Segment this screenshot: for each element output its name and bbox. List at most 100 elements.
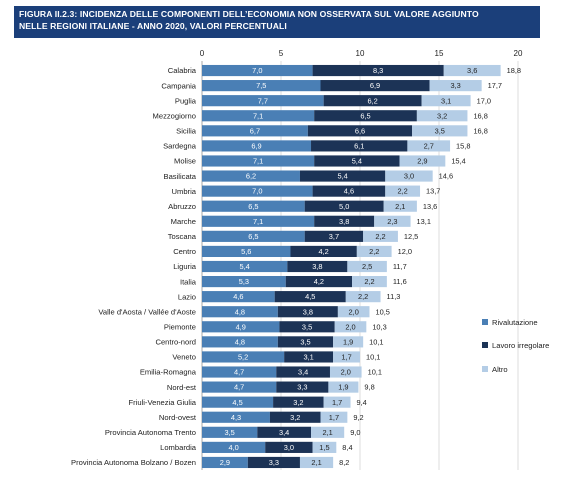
bar-segment (314, 215, 375, 227)
data-label: 3,1 (304, 353, 314, 362)
legend-swatch (482, 342, 488, 348)
bar-segment (299, 456, 334, 469)
data-label: 4,5 (305, 292, 315, 301)
bar-segment (202, 185, 313, 197)
data-label: 6,9 (370, 81, 380, 90)
data-label: 3,8 (303, 307, 313, 316)
legend-label: Rivalutazione (492, 318, 538, 327)
bar-segment (202, 291, 275, 303)
data-label: 2,1 (322, 428, 332, 437)
bar-segment (304, 230, 364, 242)
bar-segment (311, 426, 345, 438)
data-label: 2,1 (311, 458, 321, 467)
data-label: 2,0 (341, 368, 351, 377)
bar-segment (202, 426, 258, 438)
bar-segment (202, 230, 305, 242)
data-label: 3,2 (437, 111, 447, 120)
bar-segment (269, 411, 321, 423)
data-label: 4,3 (231, 413, 241, 422)
bar-segment (399, 155, 446, 167)
chart-title-line-2: NELLE REGIONI ITALIANE - ANNO 2020, VALO… (19, 20, 287, 31)
total-label: 13,1 (417, 217, 431, 226)
total-label: 9,4 (357, 398, 367, 407)
data-label: 7,1 (253, 111, 263, 120)
data-label: 3,4 (279, 428, 289, 437)
bar-segment (363, 230, 398, 242)
x-tick-label: 15 (435, 49, 444, 58)
x-tick-label: 0 (200, 49, 205, 58)
legend-label: Lavoro irregolare (492, 341, 549, 350)
bar-segment (345, 291, 381, 303)
total-label: 15,8 (456, 142, 470, 151)
bar-segment (202, 155, 315, 167)
total-label: 10,1 (369, 337, 383, 346)
bar-segment (202, 95, 324, 107)
total-label: 10,1 (368, 368, 382, 377)
data-label: 6,9 (251, 142, 261, 151)
data-label: 2,1 (395, 202, 405, 211)
bar-segment (273, 396, 324, 408)
data-label: 2,7 (424, 142, 434, 151)
bar-segment (202, 396, 274, 408)
data-label: 4,2 (319, 247, 329, 256)
data-label: 3,2 (293, 398, 303, 407)
bar-segment (385, 185, 421, 197)
bar-segment (202, 110, 315, 122)
category-label: Provincia Autonoma Bolzano / Bozen (71, 458, 196, 467)
bar-segment (202, 456, 248, 469)
bar-segment (279, 321, 335, 333)
category-label: Sicilia (176, 127, 197, 136)
total-label: 15,4 (451, 157, 465, 166)
bar-segment (202, 260, 288, 273)
bar-segment (412, 125, 468, 137)
data-label: 3,5 (302, 322, 312, 331)
data-label: 3,3 (297, 383, 307, 392)
bar-segment (202, 411, 270, 423)
data-label: 5,4 (337, 172, 347, 181)
total-label: 16,8 (473, 111, 487, 120)
category-label: Nord-ovest (159, 413, 197, 422)
data-label: 3,5 (225, 428, 235, 437)
data-label: 2,9 (220, 458, 230, 467)
bar-segment (202, 245, 291, 258)
data-label: 6,5 (248, 232, 258, 241)
data-label: 6,5 (248, 202, 258, 211)
total-label: 12,5 (404, 232, 418, 241)
bar-segment (347, 260, 387, 273)
data-label: 6,5 (360, 111, 370, 120)
total-label: 10,5 (375, 307, 389, 316)
data-label: 2,2 (398, 187, 408, 196)
bar-segment (337, 306, 370, 318)
bar-segment (329, 366, 362, 378)
bar-segment (257, 426, 312, 438)
total-label: 13,7 (426, 187, 440, 196)
bar-segment (333, 351, 360, 363)
bar-segment (383, 200, 417, 212)
total-label: 12,0 (398, 247, 412, 256)
total-label: 10,3 (372, 322, 386, 331)
data-label: 6,7 (250, 126, 260, 135)
category-label: Calabria (168, 66, 197, 75)
bar-segment (323, 396, 351, 408)
category-label: Umbria (172, 187, 197, 196)
total-label: 18,8 (507, 66, 521, 75)
total-label: 9,2 (353, 413, 363, 422)
data-label: 5,4 (240, 262, 250, 271)
total-label: 17,7 (488, 81, 502, 90)
data-label: 2,2 (358, 292, 368, 301)
data-label: 4,5 (232, 398, 242, 407)
data-label: 3,8 (312, 262, 322, 271)
category-label: Italia (180, 277, 197, 286)
bar-segment (443, 64, 501, 77)
bar-segment (202, 80, 321, 92)
data-label: 2,3 (387, 217, 397, 226)
bar-segment (202, 336, 278, 348)
data-label: 4,8 (235, 307, 245, 316)
total-label: 11,3 (387, 292, 401, 301)
data-label: 2,9 (417, 157, 427, 166)
total-label: 8,4 (342, 443, 352, 452)
data-label: 7,0 (252, 66, 262, 75)
total-label: 10,1 (366, 353, 380, 362)
total-label: 9,8 (364, 383, 374, 392)
